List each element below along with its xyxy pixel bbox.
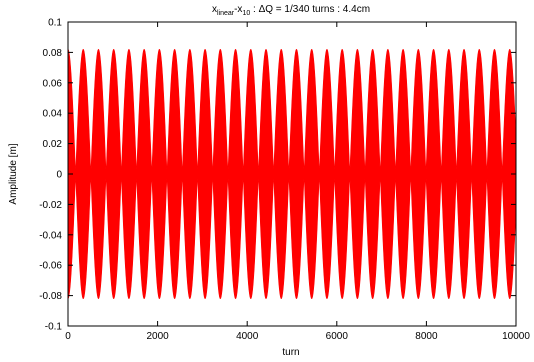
y-tick-label: 0.02 [43, 139, 63, 150]
y-tick-label: 0 [56, 170, 62, 181]
y-axis-label: Amplitude [m] [8, 143, 19, 204]
y-tick-label: -0.02 [39, 200, 62, 211]
y-tick-label: -0.08 [39, 291, 62, 302]
x-tick-label: 4000 [236, 331, 259, 342]
chart-title: xlinear-x10 : ΔQ = 1/340 turns : 4.4cm [212, 4, 370, 17]
axes-layer: 0 2000 4000 6000 8000 10000 -0.1 -0.08 -0.06 -0.0… [39, 18, 530, 343]
x-tick-label: 6000 [326, 331, 349, 342]
x-tick-label: 0 [65, 331, 71, 342]
x-axis-label: turn [282, 347, 299, 358]
y-tick-label: 0.08 [43, 48, 63, 59]
y-tick-label: 0.1 [48, 18, 62, 29]
y-tick-label: -0.04 [39, 230, 62, 241]
y-tick-label: -0.1 [45, 322, 63, 333]
x-tick-label: 2000 [146, 331, 169, 342]
y-tick-label: 0.04 [43, 109, 63, 120]
y-tick-label: -0.06 [39, 261, 62, 272]
x-tick-label: 10000 [502, 331, 530, 342]
y-tick-label: 0.06 [43, 78, 63, 89]
x-tick-label: 8000 [415, 331, 438, 342]
